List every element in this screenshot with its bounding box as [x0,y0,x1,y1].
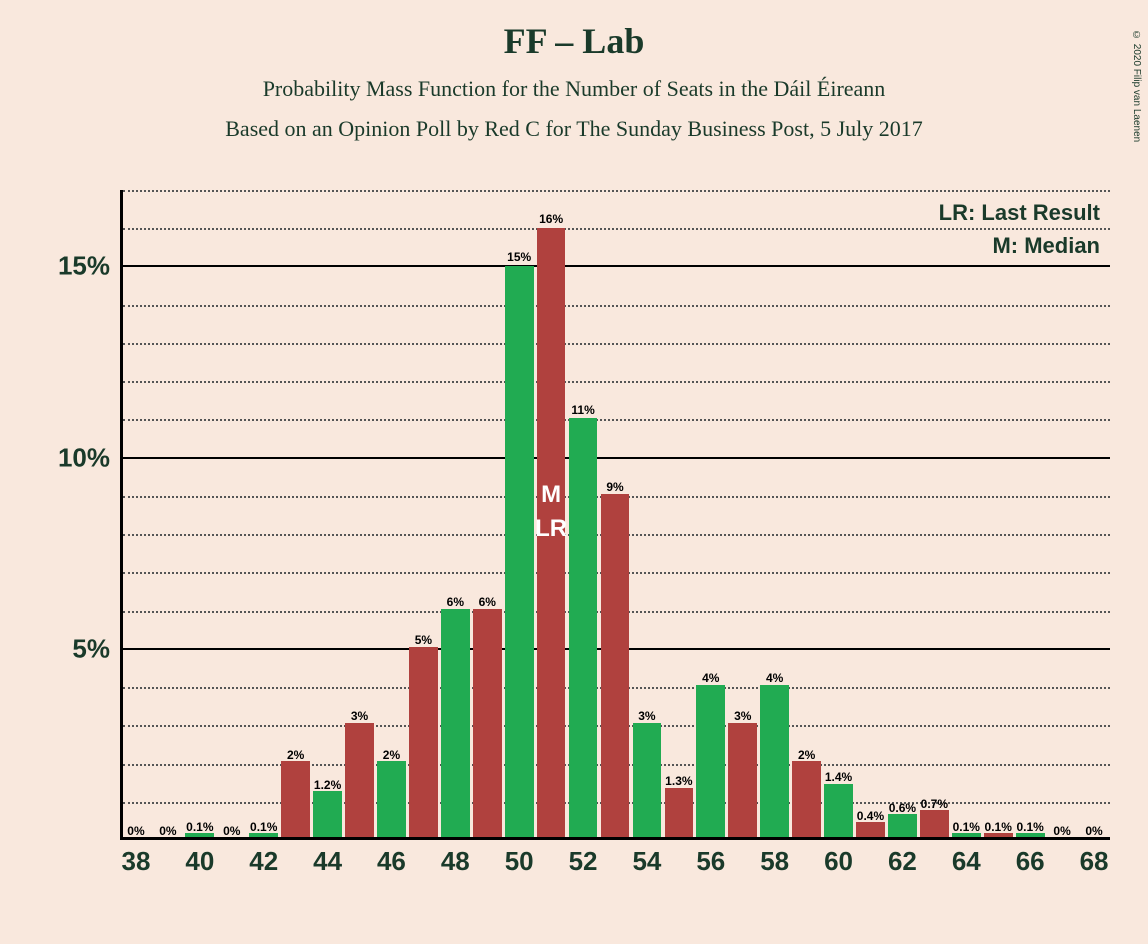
bar-value-label: 0.1% [1016,820,1043,834]
bar-value-label: 2% [383,748,400,762]
bar [888,814,917,837]
bar-value-label: 3% [351,709,368,723]
y-axis-label: 15% [58,251,110,282]
chart-title: FF – Lab [0,20,1148,62]
bar-value-label: 0.1% [250,820,277,834]
bar [856,822,885,837]
median-marker: M [541,481,561,509]
gridline-minor [123,343,1110,345]
bar-value-label: 9% [606,480,623,494]
chart-plot-area: LR: Last Result M: Median 5%10%15%384042… [120,190,1110,840]
y-axis-label: 5% [72,633,110,664]
bar [345,723,374,837]
bar-value-label: 11% [571,403,594,417]
bar [920,810,949,837]
bar-value-label: 6% [447,595,464,609]
bar-value-label: 3% [734,709,751,723]
x-axis-label: 64 [952,846,981,877]
bar-value-label: 4% [766,671,783,685]
bar [728,723,757,837]
bar [377,761,406,837]
bar-value-label: 2% [287,748,304,762]
bar-value-label: 1.3% [665,774,692,788]
x-axis-label: 54 [632,846,661,877]
bar [792,761,821,837]
chart-subtitle-1: Probability Mass Function for the Number… [0,76,1148,102]
last-result-marker: LR [535,515,567,543]
x-axis-label: 50 [505,846,534,877]
bar [281,761,310,837]
gridline-minor [123,305,1110,307]
gridline-major [123,457,1110,459]
bar [633,723,662,837]
bar [569,418,598,837]
bar [760,685,789,837]
x-axis-label: 52 [569,846,598,877]
x-axis-label: 66 [1016,846,1045,877]
bar-value-label: 0.6% [889,801,916,815]
bar-value-label: 4% [702,671,719,685]
bar-value-label: 0% [1085,824,1102,838]
bar [824,784,853,837]
x-axis-label: 58 [760,846,789,877]
bar-value-label: 16% [539,212,563,226]
copyright-text: © 2020 Filip van Laenen [1131,30,1142,142]
y-axis [120,190,123,840]
bar-value-label: 1.4% [825,770,852,784]
bar [441,609,470,837]
bar [313,791,342,837]
gridline-minor [123,228,1110,230]
bar [665,788,694,837]
x-axis-label: 40 [185,846,214,877]
bar [473,609,502,837]
bar-value-label: 1.2% [314,778,341,792]
bar [696,685,725,837]
bar-value-label: 5% [415,633,432,647]
bar-value-label: 3% [638,709,655,723]
bar-value-label: 0% [223,824,240,838]
bar-value-label: 0% [159,824,176,838]
x-axis-label: 56 [696,846,725,877]
x-axis-label: 68 [1080,846,1109,877]
bar [601,494,630,837]
chart-subtitle-2: Based on an Opinion Poll by Red C for Th… [0,116,1148,142]
bar-value-label: 0% [127,824,144,838]
bar-value-label: 0.1% [186,820,213,834]
bar-value-label: 0.7% [921,797,948,811]
x-axis-label: 38 [121,846,150,877]
bar-value-label: 0.1% [953,820,980,834]
x-axis-label: 62 [888,846,917,877]
gridline-minor [123,419,1110,421]
bar [409,647,438,837]
bar-value-label: 0.1% [985,820,1012,834]
x-axis-label: 42 [249,846,278,877]
x-axis [120,837,1110,840]
x-axis-label: 46 [377,846,406,877]
gridline-minor [123,190,1110,192]
bar-value-label: 6% [479,595,496,609]
bar [505,266,534,837]
x-axis-label: 48 [441,846,470,877]
x-axis-label: 44 [313,846,342,877]
legend-last-result: LR: Last Result [939,196,1100,229]
bar-value-label: 15% [507,250,531,264]
x-axis-label: 60 [824,846,853,877]
y-axis-label: 10% [58,442,110,473]
legend-median: M: Median [939,229,1100,262]
bar-value-label: 0.4% [857,809,884,823]
gridline-minor [123,381,1110,383]
bar-value-label: 2% [798,748,815,762]
bar-value-label: 0% [1053,824,1070,838]
gridline-major [123,265,1110,267]
